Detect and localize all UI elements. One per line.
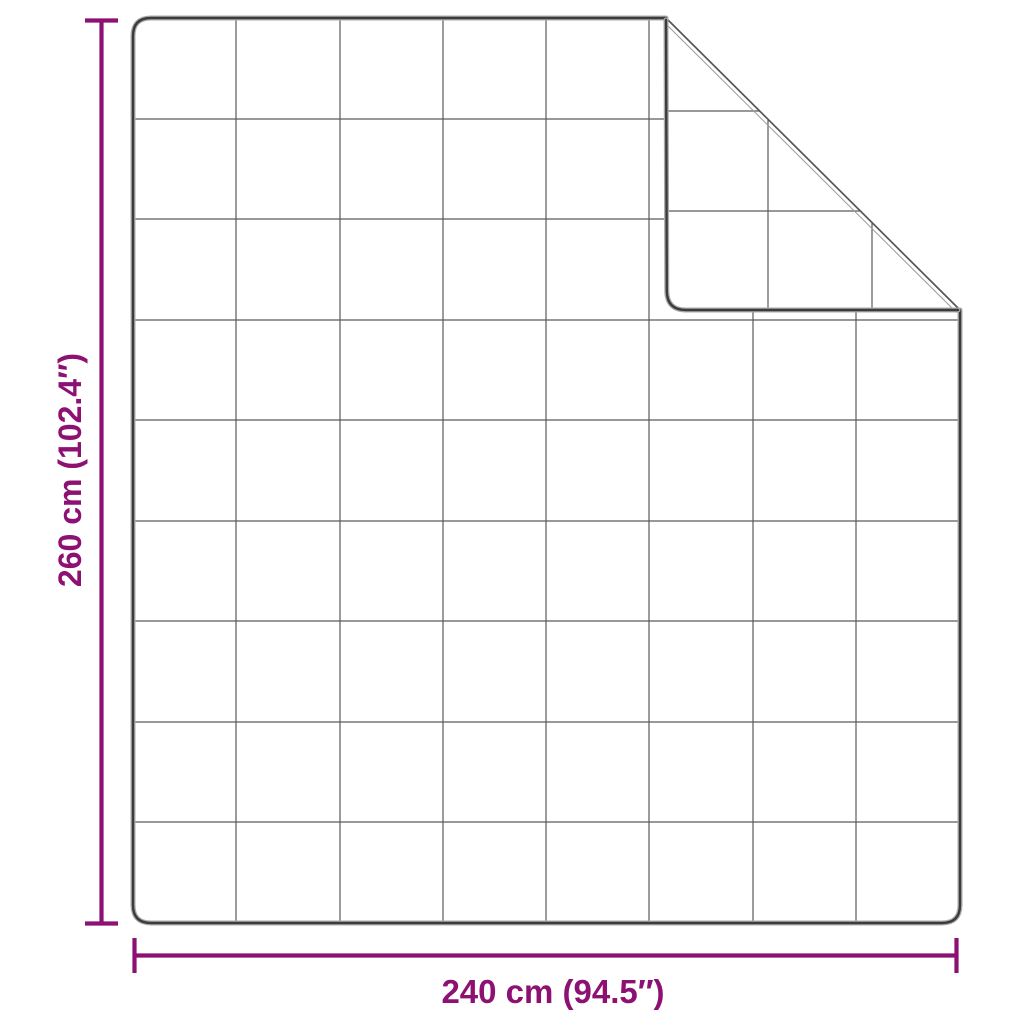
fold-crease-shadow — [663, 21, 957, 313]
width-label: 240 cm (94.5″) — [441, 973, 664, 1010]
width-dimension-line — [132, 938, 959, 973]
fold-crease-line — [665, 17, 961, 311]
height-dimension-line — [85, 18, 118, 926]
blanket-outline — [131, 16, 962, 925]
height-label: 260 cm (102.4″) — [52, 353, 88, 587]
quilt-grid-flap — [667, 110, 873, 310]
quilt-grid-main — [133, 18, 960, 923]
fold-flap-edge — [664, 18, 960, 312]
